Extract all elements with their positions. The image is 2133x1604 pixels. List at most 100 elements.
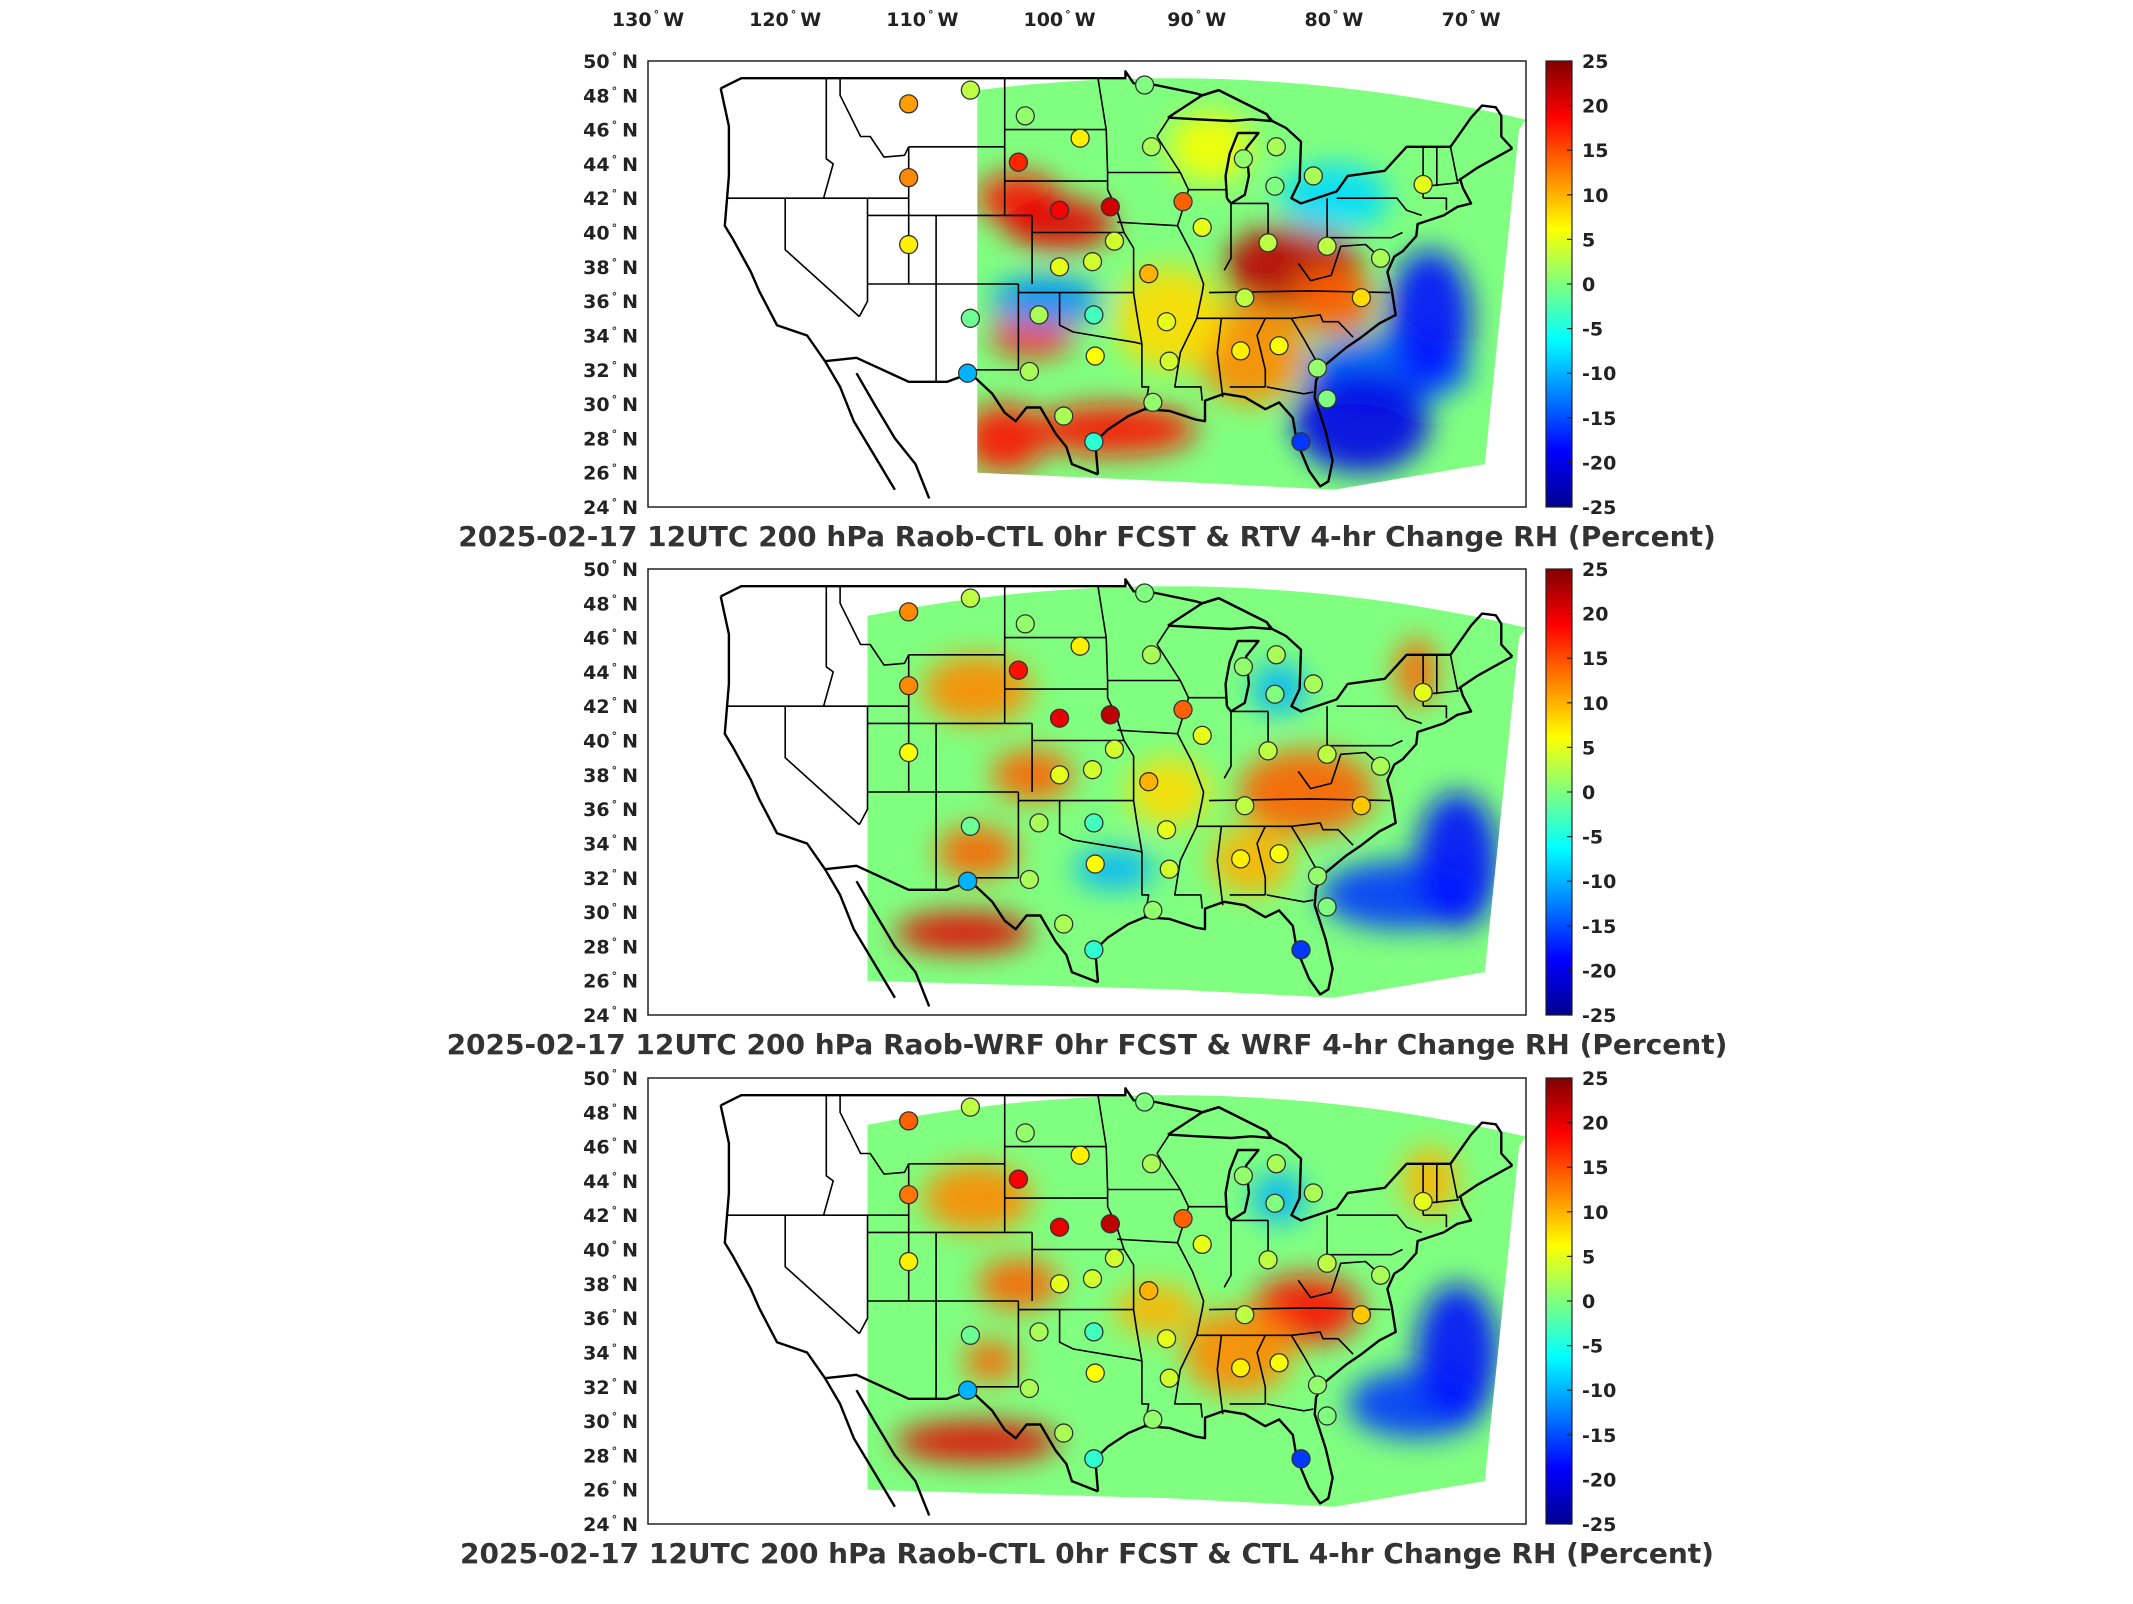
raob-station-marker bbox=[1258, 741, 1278, 761]
map-frame bbox=[647, 1077, 1527, 1525]
colorbar-tick-label: -10 bbox=[1582, 871, 1616, 893]
raob-station-marker bbox=[1049, 257, 1070, 277]
lat-label: 44 ° N bbox=[583, 1170, 638, 1193]
colorbar-tick-label: -25 bbox=[1582, 497, 1616, 519]
raob-station-marker bbox=[1084, 940, 1104, 960]
raob-station-marker bbox=[899, 94, 919, 114]
colorbar-tick-label: 20 bbox=[1582, 96, 1608, 118]
lat-label: 34 ° N bbox=[583, 832, 638, 855]
state-border bbox=[1216, 826, 1224, 906]
top-longitude-labels: 130 ° W 120 ° W 110 ° W 100 ° W 90 ° W 80 ° W 70 ° W bbox=[612, 8, 1501, 31]
coast-pacific-line bbox=[719, 596, 896, 999]
lat-label: 26 ° N bbox=[583, 462, 638, 485]
state-border bbox=[839, 1095, 910, 1175]
gulf-california-line bbox=[855, 880, 931, 1007]
state-border bbox=[1423, 1214, 1448, 1228]
raob-station-marker bbox=[1159, 351, 1179, 371]
raob-station-marker bbox=[1134, 583, 1155, 603]
lat-label: 50 ° N bbox=[583, 50, 638, 73]
raob-station-marker bbox=[1134, 1092, 1155, 1112]
mexico-border-line bbox=[824, 864, 1099, 984]
raob-station-marker bbox=[1085, 1363, 1105, 1383]
field-anomaly bbox=[1292, 369, 1430, 473]
raob-station-marker bbox=[1317, 1406, 1337, 1426]
colorbar-tick-label: -20 bbox=[1582, 1469, 1616, 1491]
raob-station-marker bbox=[899, 167, 919, 188]
coast-gulf-atlantic-line bbox=[1093, 655, 1513, 996]
field-anomaly bbox=[1128, 757, 1211, 827]
map-outlines bbox=[719, 578, 1514, 1007]
latitude-labels: 50 ° N 48 ° N 46 ° N 44 ° N 42 ° N 40 ° N 38 ° N 36 ° N 34 ° N 32 ° N… bbox=[583, 50, 638, 519]
raob-station-marker bbox=[1266, 645, 1286, 665]
lake-michigan-line bbox=[1224, 131, 1260, 205]
raob-station-marker bbox=[1156, 1329, 1177, 1349]
colorbar-tick-label: -10 bbox=[1582, 1380, 1616, 1402]
lat-label: 30 ° N bbox=[583, 1410, 638, 1433]
colorbar-tick-label: 10 bbox=[1582, 1202, 1608, 1224]
raob-station-marker bbox=[957, 1380, 978, 1400]
lake-michigan-line bbox=[1224, 639, 1260, 713]
raob-station-marker bbox=[1049, 765, 1070, 785]
lat-label: 36 ° N bbox=[583, 290, 638, 313]
raob-station-marker bbox=[1156, 312, 1177, 332]
field-anomaly bbox=[1210, 826, 1293, 895]
raob-station-marker bbox=[960, 816, 981, 836]
map-panel: 50 ° N 48 ° N 46 ° N 44 ° N 42 ° N 40 ° N 38 ° N 36 ° N 34 ° N 32 ° N… bbox=[458, 50, 1716, 553]
raob-station-marker bbox=[1070, 636, 1090, 656]
raob-station-marker bbox=[899, 675, 919, 696]
raob-station-marker bbox=[1351, 1305, 1372, 1325]
raob-station-marker bbox=[1104, 1248, 1125, 1268]
field-anomaly bbox=[1237, 749, 1376, 835]
state-border bbox=[1266, 1403, 1314, 1412]
state-border bbox=[1156, 1153, 1181, 1190]
raob-station-marker bbox=[1258, 233, 1278, 253]
raob-station-marker bbox=[1307, 1375, 1328, 1395]
colorbar-tick-label: 5 bbox=[1582, 229, 1595, 251]
field-anomaly bbox=[936, 826, 1019, 878]
map-frame bbox=[647, 60, 1527, 508]
colorbar-tick-label: -5 bbox=[1582, 827, 1603, 849]
lake-michigan-line bbox=[1224, 1148, 1260, 1222]
field-anomaly bbox=[1196, 301, 1307, 405]
state-border bbox=[1266, 894, 1314, 903]
state-border bbox=[1256, 1334, 1267, 1404]
raob-station-marker bbox=[1104, 739, 1125, 759]
raob-station-marker bbox=[1084, 813, 1104, 833]
raob-station-marker bbox=[1008, 1169, 1029, 1189]
raob-station-marker bbox=[1082, 252, 1103, 272]
raob-station-marker bbox=[1141, 645, 1162, 665]
field-anomaly bbox=[1292, 266, 1376, 336]
raob-station-marker bbox=[1054, 406, 1074, 426]
colorbar: 25 20 15 10 5 0 -5 -10 -15 -20 -25 bbox=[1545, 51, 1616, 519]
state-border bbox=[858, 198, 869, 317]
lat-label: 46 ° N bbox=[583, 119, 638, 142]
state-border bbox=[1223, 1220, 1232, 1288]
raob-station-marker bbox=[1192, 217, 1212, 238]
colorbar-tick-label: -20 bbox=[1582, 452, 1616, 474]
raob-station-marker bbox=[1104, 231, 1125, 251]
state-border bbox=[1326, 1215, 1403, 1256]
state-border bbox=[1423, 197, 1448, 211]
state-border bbox=[969, 792, 1020, 879]
state-border bbox=[1156, 625, 1170, 645]
lat-label: 24 ° N bbox=[583, 1004, 638, 1027]
lat-label: 46 ° N bbox=[583, 627, 638, 650]
mexico-border-line bbox=[824, 1373, 1099, 1493]
map-panel: 50 ° N 48 ° N 46 ° N 44 ° N 42 ° N 40 ° N 38 ° N 36 ° N 34 ° N 32 ° N… bbox=[447, 558, 1728, 1061]
raob-station-marker bbox=[1317, 744, 1337, 764]
raob-station-marker bbox=[1233, 149, 1254, 169]
state-border bbox=[1216, 1335, 1224, 1415]
raob-stations bbox=[899, 75, 1433, 452]
raob-station-marker bbox=[960, 1325, 981, 1345]
raob-station-marker bbox=[1233, 657, 1254, 677]
lon-label-top: 70 ° W bbox=[1442, 8, 1501, 31]
state-border bbox=[784, 1215, 860, 1335]
state-border bbox=[822, 78, 835, 199]
raob-station-marker bbox=[1049, 1274, 1070, 1294]
field-anomaly bbox=[1183, 1309, 1293, 1396]
map-frame bbox=[647, 568, 1527, 1016]
raob-station-marker bbox=[1143, 392, 1163, 413]
raob-station-marker bbox=[957, 363, 978, 383]
lat-label: 38 ° N bbox=[583, 256, 638, 279]
raob-station-marker bbox=[1019, 869, 1040, 890]
